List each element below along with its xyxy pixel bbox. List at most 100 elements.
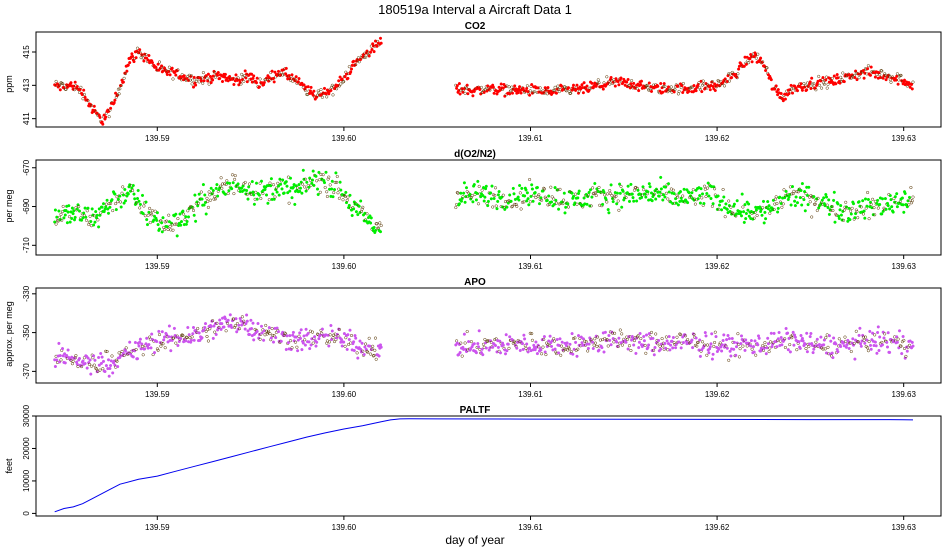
data-point xyxy=(523,194,527,198)
data-point xyxy=(474,351,478,355)
data-point xyxy=(82,356,86,360)
data-point xyxy=(738,347,742,351)
data-point xyxy=(83,206,87,210)
data-point xyxy=(727,337,731,341)
data-point xyxy=(615,191,619,195)
data-point xyxy=(712,344,716,348)
data-point xyxy=(135,201,139,205)
data-point xyxy=(275,190,279,194)
data-point xyxy=(196,204,200,208)
data-point xyxy=(608,189,612,193)
data-point xyxy=(271,333,275,337)
data-point xyxy=(557,202,561,206)
data-point xyxy=(109,106,113,110)
data-point xyxy=(302,334,306,338)
data-point xyxy=(545,198,549,202)
data-point xyxy=(540,352,544,356)
data-point xyxy=(698,86,702,90)
data-point xyxy=(218,184,222,188)
data-point xyxy=(564,89,568,93)
data-point xyxy=(247,182,252,186)
data-point xyxy=(757,336,761,340)
data-point xyxy=(510,204,515,208)
data-point xyxy=(174,212,178,216)
data-point xyxy=(597,185,601,189)
data-point xyxy=(197,331,201,335)
data-point xyxy=(582,81,586,85)
data-point xyxy=(875,201,879,205)
data-point xyxy=(283,331,287,335)
data-point xyxy=(849,209,853,213)
data-point xyxy=(727,204,731,208)
data-point xyxy=(519,207,523,211)
data-point xyxy=(247,185,251,189)
data-point xyxy=(793,84,797,88)
data-point xyxy=(828,76,832,81)
data-point xyxy=(240,189,244,193)
data-point xyxy=(780,343,784,347)
data-point xyxy=(830,351,834,355)
data-point xyxy=(166,227,170,232)
data-point xyxy=(205,76,209,80)
data-point xyxy=(120,349,124,353)
data-point xyxy=(494,204,498,208)
data-point xyxy=(318,190,322,194)
data-point xyxy=(90,207,94,211)
data-point xyxy=(509,89,513,93)
data-point xyxy=(459,341,463,345)
data-point xyxy=(520,200,525,204)
data-point xyxy=(639,192,643,196)
data-point xyxy=(575,354,579,358)
data-point xyxy=(895,72,899,76)
data-point xyxy=(320,95,324,99)
data-point xyxy=(586,349,590,353)
data-point xyxy=(330,337,334,342)
y-axis-label-paltf: feet xyxy=(4,458,14,474)
data-point xyxy=(752,216,756,220)
data-point xyxy=(704,334,708,338)
data-point xyxy=(761,199,766,203)
data-point xyxy=(586,193,590,197)
data-point xyxy=(182,212,186,216)
data-point xyxy=(702,201,706,206)
data-point xyxy=(663,341,667,346)
data-point xyxy=(88,358,92,362)
data-point xyxy=(835,73,839,77)
data-point xyxy=(201,183,205,187)
data-point xyxy=(557,343,561,348)
data-point xyxy=(101,367,105,371)
data-point xyxy=(727,79,731,83)
data-point xyxy=(286,191,290,195)
data-point xyxy=(501,193,505,197)
data-point xyxy=(734,345,739,349)
y-tick-label-co2: 411 xyxy=(22,112,31,125)
data-point xyxy=(53,208,57,212)
data-point xyxy=(707,194,711,198)
data-point xyxy=(848,218,852,222)
data-point xyxy=(328,183,332,187)
data-point xyxy=(888,194,892,198)
data-point xyxy=(646,345,650,350)
data-point xyxy=(581,91,585,95)
data-point xyxy=(167,220,171,224)
data-point xyxy=(365,349,369,353)
data-point xyxy=(770,345,774,349)
plot-frame-co2 xyxy=(35,31,942,128)
data-point xyxy=(150,209,154,213)
data-point xyxy=(483,195,487,199)
data-point xyxy=(744,211,748,216)
data-point xyxy=(537,202,542,206)
data-point xyxy=(363,345,367,349)
x-tick-label-o2n2: 139.62 xyxy=(705,262,730,271)
data-point xyxy=(513,84,517,88)
data-point xyxy=(179,76,183,80)
data-point xyxy=(867,340,871,344)
data-point xyxy=(335,180,339,184)
data-point xyxy=(894,78,898,82)
data-point xyxy=(672,341,676,345)
data-point xyxy=(150,61,154,65)
data-point xyxy=(87,362,91,366)
data-point xyxy=(827,212,831,216)
panel-paltf: PALTF feet 139.59 139.60 139.61 139.62 139.6… xyxy=(4,404,942,532)
data-point xyxy=(162,228,167,232)
